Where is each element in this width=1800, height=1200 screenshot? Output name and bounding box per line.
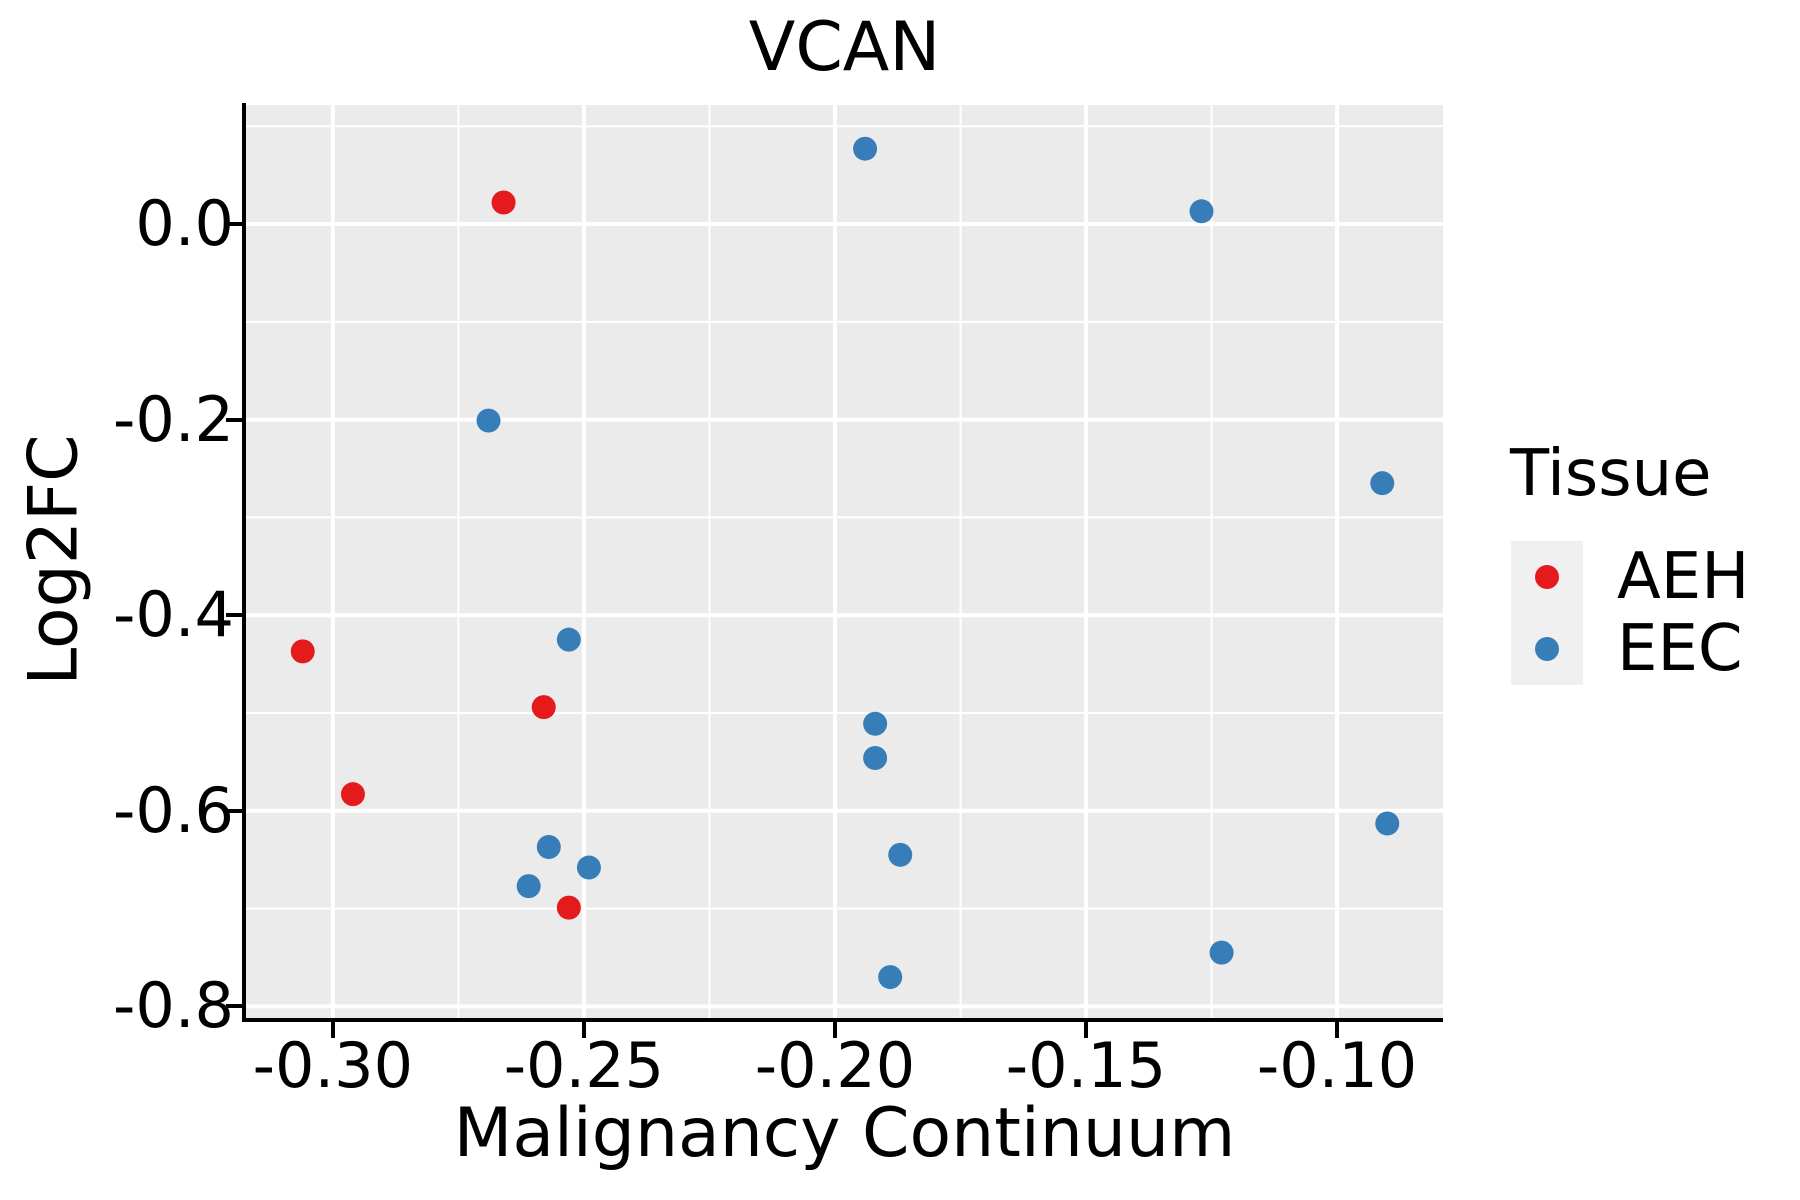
data-point-eec bbox=[878, 965, 903, 990]
legend-title: Tissue bbox=[1510, 437, 1712, 511]
data-point-aeh bbox=[531, 695, 556, 720]
data-point-aeh bbox=[556, 895, 581, 920]
legend-key-aeh bbox=[1511, 541, 1583, 613]
data-point-eec bbox=[863, 711, 888, 736]
legend-item-label-eec: EEC bbox=[1617, 612, 1743, 686]
data-point-eec bbox=[536, 834, 561, 859]
data-point-eec bbox=[1375, 811, 1400, 836]
y-axis-line bbox=[242, 103, 246, 1022]
data-point-aeh bbox=[290, 639, 315, 664]
x-tick-mark bbox=[581, 1020, 586, 1038]
data-point-eec bbox=[888, 842, 913, 867]
legend-key-eec bbox=[1511, 613, 1583, 685]
data-point-eec bbox=[476, 408, 501, 433]
plot-title: VCAN bbox=[748, 8, 941, 87]
y-tick-label: 0.0 bbox=[135, 187, 234, 261]
x-tick-label: -0.10 bbox=[1256, 1029, 1418, 1102]
data-point-eec bbox=[853, 136, 878, 161]
plot-canvas bbox=[246, 105, 1443, 1020]
x-axis-title: Malignancy Continuum bbox=[453, 1094, 1236, 1173]
y-axis-title: Log2FC bbox=[14, 434, 94, 686]
data-point-eec bbox=[863, 745, 888, 770]
y-tick-mark bbox=[226, 613, 244, 618]
x-tick-label: -0.20 bbox=[754, 1029, 916, 1102]
x-axis-line bbox=[242, 1018, 1443, 1022]
legend-swatch-dot-eec bbox=[1535, 637, 1559, 661]
data-point-eec bbox=[576, 855, 601, 880]
data-point-aeh bbox=[491, 190, 516, 215]
data-point-eec bbox=[556, 627, 581, 652]
x-tick-mark bbox=[1084, 1020, 1088, 1038]
data-point-aeh bbox=[340, 782, 365, 807]
y-tick-mark bbox=[226, 417, 244, 422]
data-point-eec bbox=[1370, 471, 1395, 496]
x-tick-mark bbox=[832, 1020, 837, 1038]
data-point-eec bbox=[1209, 940, 1234, 965]
plot-panel bbox=[246, 105, 1443, 1020]
y-tick-mark bbox=[226, 808, 244, 813]
legend-item-label-aeh: AEH bbox=[1617, 540, 1750, 614]
y-tick-label: -0.2 bbox=[113, 382, 234, 456]
x-tick-label: -0.30 bbox=[252, 1029, 414, 1102]
data-point-eec bbox=[1189, 199, 1214, 224]
y-tick-mark bbox=[226, 222, 244, 227]
x-tick-mark bbox=[330, 1020, 335, 1038]
y-tick-label: -0.4 bbox=[113, 578, 234, 652]
x-tick-label: -0.15 bbox=[1005, 1029, 1167, 1102]
y-tick-label: -0.8 bbox=[113, 969, 234, 1043]
y-tick-label: -0.6 bbox=[113, 773, 234, 847]
y-tick-mark bbox=[226, 1004, 244, 1009]
x-tick-label: -0.25 bbox=[503, 1029, 665, 1102]
x-tick-mark bbox=[1335, 1020, 1340, 1038]
legend-swatch-dot-aeh bbox=[1535, 565, 1559, 589]
data-point-eec bbox=[516, 874, 541, 899]
